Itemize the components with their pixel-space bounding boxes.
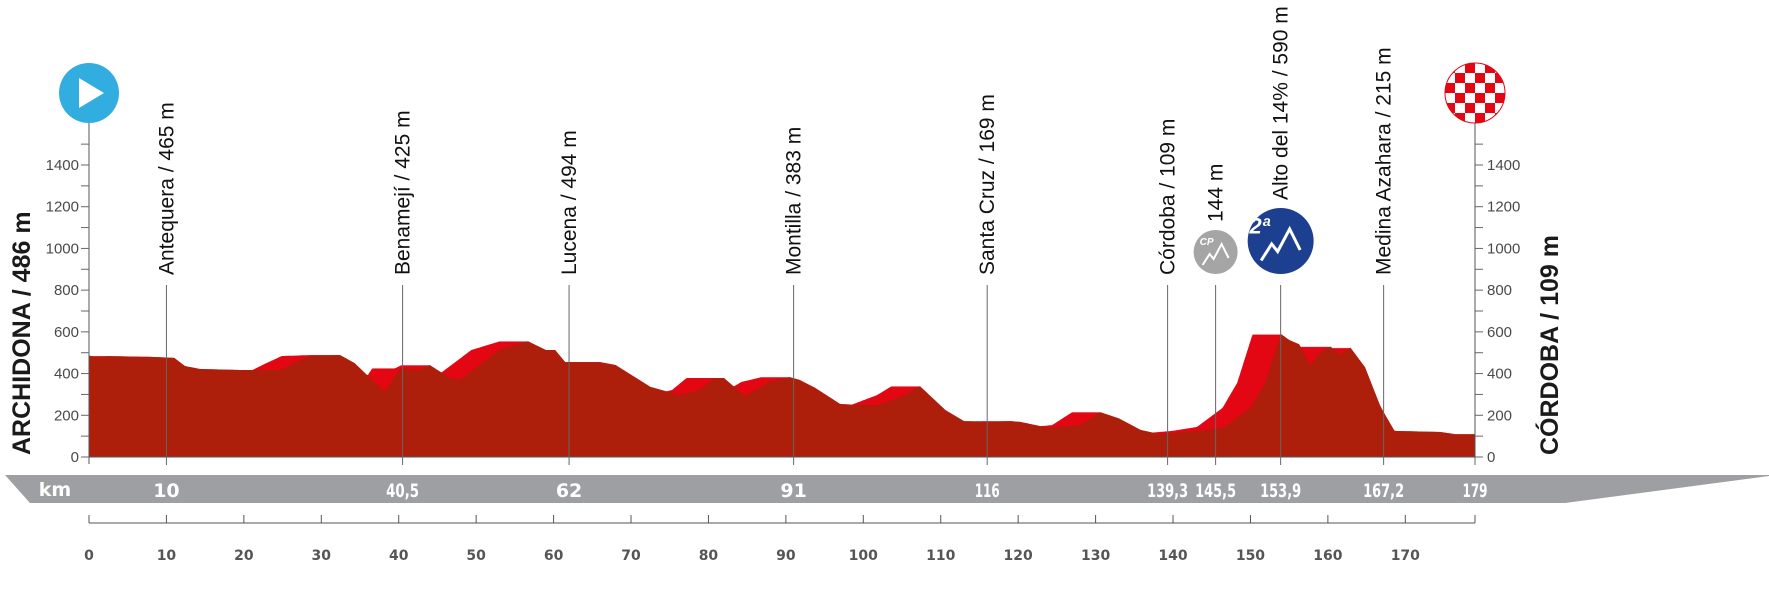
x-tick-label: 60 <box>544 548 564 564</box>
checker-square <box>1445 83 1455 93</box>
x-tick-label: 110 <box>926 548 955 564</box>
x-tick-label: 140 <box>1158 548 1187 564</box>
km-bar-label: km <box>39 479 71 501</box>
finish-flag-icon <box>1444 62 1506 124</box>
y-tick-label-left: 400 <box>54 366 79 383</box>
x-tick-label: 50 <box>466 548 486 564</box>
x-tick-label: 20 <box>234 548 254 564</box>
y-tick-label-left: 0 <box>71 449 79 466</box>
y-tick-label-right: 1000 <box>1487 240 1520 257</box>
x-tick-label: 70 <box>621 548 641 564</box>
km-bar <box>5 475 1769 503</box>
y-tick-label-left: 1400 <box>46 157 79 174</box>
checker-square <box>1465 83 1475 93</box>
y-tick-label-right: 0 <box>1487 449 1495 466</box>
checker-square <box>1475 93 1485 103</box>
y-tick-label-right: 800 <box>1487 282 1512 299</box>
x-tick-label: 0 <box>84 548 94 564</box>
checker-square <box>1455 113 1465 123</box>
marker-label: Montilla / 383 m <box>783 127 806 275</box>
y-tick-label-right: 1400 <box>1487 157 1520 174</box>
marker-label: Santa Cruz / 169 m <box>976 94 999 275</box>
checker-square <box>1465 103 1475 113</box>
km-bar-value: 10 <box>153 480 179 502</box>
checker-square <box>1485 83 1495 93</box>
km-bar-value: 139,3 <box>1147 480 1188 502</box>
category-2-climb-icon: 2ª <box>1247 208 1314 274</box>
y-tick-label-right: 1200 <box>1487 199 1520 216</box>
y-tick-label-left: 800 <box>54 282 79 299</box>
y-tick-label-left: 200 <box>54 407 79 424</box>
km-bar-value: 116 <box>975 480 1000 502</box>
mountain-icon <box>1259 225 1302 262</box>
checker-square <box>1495 73 1505 83</box>
marker-label: Lucena / 494 m <box>558 130 581 275</box>
x-tick-label: 90 <box>776 548 796 564</box>
x-tick-label: 170 <box>1391 548 1420 564</box>
y-tick-label-right: 200 <box>1487 407 1512 424</box>
km-bar-value: 167,2 <box>1363 480 1404 502</box>
x-tick-label: 160 <box>1313 548 1342 564</box>
mountain-icon <box>1201 241 1230 266</box>
checker-square <box>1455 93 1465 103</box>
x-tick-label: 40 <box>389 548 409 564</box>
checkpoint-climb-icon: CP <box>1193 230 1238 274</box>
marker-label: Alto del 14% / 590 m <box>1270 6 1293 200</box>
marker-label: Medina Azahara / 215 m <box>1373 47 1396 275</box>
checker-square <box>1445 103 1455 113</box>
finish-label: CÓRDOBA / 109 m <box>1534 235 1564 455</box>
x-tick-label: 130 <box>1081 548 1110 564</box>
checker-square <box>1465 63 1475 73</box>
y-tick-label-right: 600 <box>1487 324 1512 341</box>
x-tick-label: 10 <box>157 548 177 564</box>
x-tick-label: 80 <box>699 548 719 564</box>
y-tick-label-left: 1200 <box>46 199 79 216</box>
marker-label: Antequera / 465 m <box>155 102 178 275</box>
start-label: ARCHIDONA / 486 m <box>8 211 36 455</box>
x-tick-label: 30 <box>312 548 332 564</box>
marker-label: Benamejí / 425 m <box>392 110 415 275</box>
x-tick-label: 120 <box>1004 548 1033 564</box>
km-bar-value: 179 <box>1463 480 1488 502</box>
x-tick-label: 150 <box>1236 548 1265 564</box>
km-bar-value: 62 <box>556 480 582 502</box>
badge-text: CP <box>1200 237 1214 248</box>
checker-square <box>1495 93 1505 103</box>
marker-label: Córdoba / 109 m <box>1157 119 1180 275</box>
y-tick-label-left: 600 <box>54 324 79 341</box>
km-bar-value: 145,5 <box>1195 480 1236 502</box>
x-tick-label: 100 <box>849 548 878 564</box>
km-bar-value: 153,9 <box>1260 480 1301 502</box>
checker-square <box>1485 103 1495 113</box>
checker-square <box>1475 73 1485 83</box>
elevation-profile <box>89 333 1475 457</box>
start-icon <box>59 63 119 123</box>
checker-square <box>1485 63 1495 73</box>
km-bar-value: 91 <box>780 480 806 502</box>
km-bar-value: 40,5 <box>386 480 419 502</box>
checker-square <box>1455 73 1465 83</box>
y-tick-label-right: 400 <box>1487 366 1512 383</box>
marker-label: 144 m <box>1205 164 1228 222</box>
checker-square <box>1475 113 1485 123</box>
badge-text: 2ª <box>1248 214 1270 239</box>
y-tick-label-left: 1000 <box>46 240 79 257</box>
